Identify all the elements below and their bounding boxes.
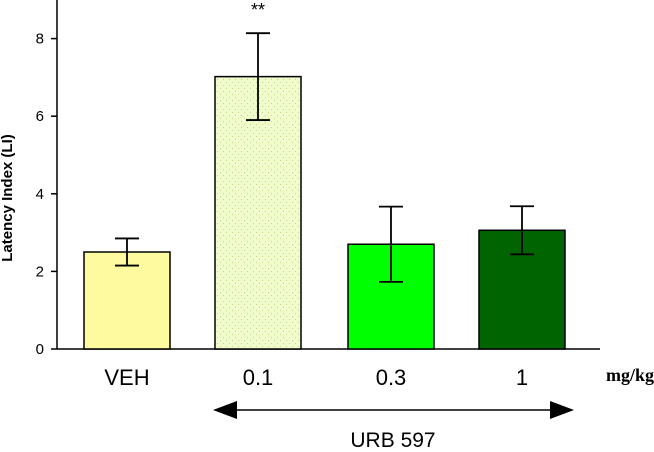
group-arrow-right-head [550,401,574,419]
category-label: 0.3 [376,365,407,390]
y-tick-label: 2 [36,263,44,280]
group-label: URB 597 [350,429,435,452]
category-label: 0.1 [243,365,274,390]
category-label: VEH [104,365,149,390]
group-arrow-left-head [213,401,237,419]
y-axis-title: Latency Index (LI) [0,134,16,262]
x-unit-label: mg/kg [606,365,654,385]
bar-1 [214,75,302,350]
significance-annotation: ** [251,0,265,20]
bar-0 [83,251,171,350]
category-label: 1 [516,365,528,390]
y-tick-label: 8 [36,31,44,48]
y-tick-label: 6 [36,108,44,125]
y-tick-label: 0 [36,341,44,358]
y-tick-label: 4 [36,186,44,203]
